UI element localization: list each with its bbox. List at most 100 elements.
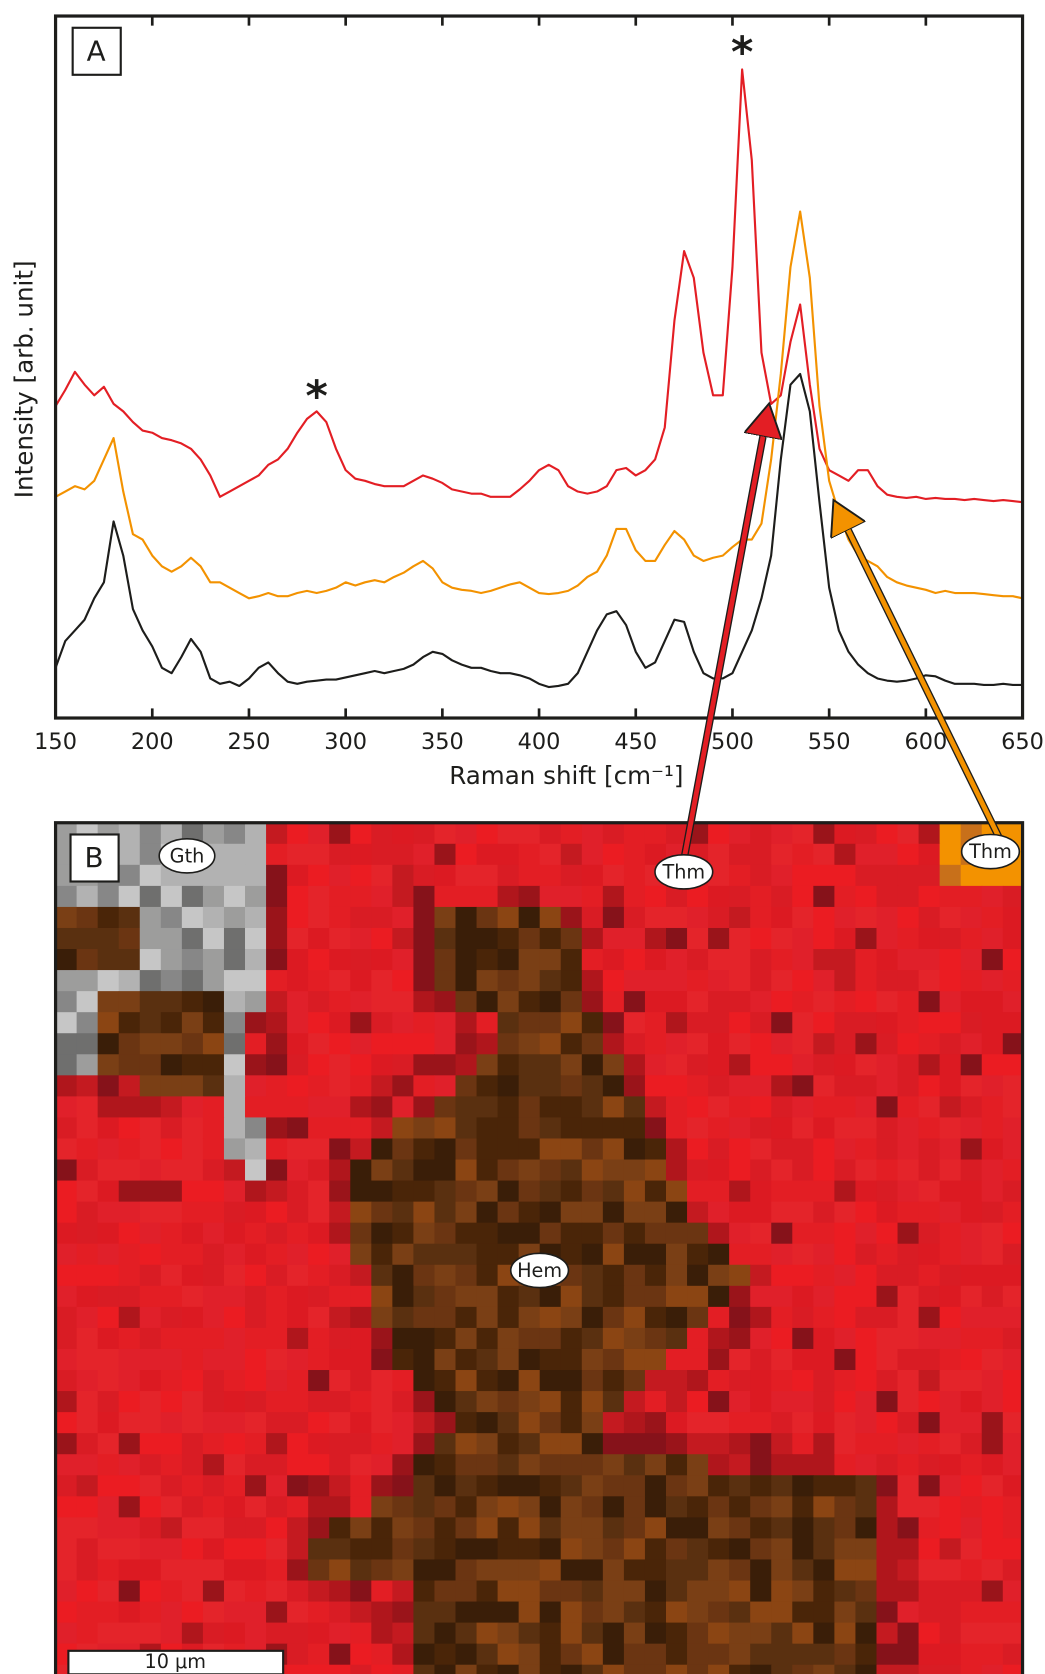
map-pixel xyxy=(434,843,457,866)
map-pixel xyxy=(602,1327,625,1350)
map-pixel xyxy=(1002,1475,1023,1497)
map-pixel xyxy=(813,927,835,950)
map-pixel xyxy=(181,1285,204,1308)
map-pixel xyxy=(708,1138,730,1161)
map-pixel xyxy=(708,949,730,971)
map-pixel xyxy=(76,1496,99,1518)
map-pixel xyxy=(687,991,709,1013)
map-pixel xyxy=(855,991,878,1013)
map-pixel xyxy=(287,1391,309,1413)
map-pixel xyxy=(623,1559,646,1582)
map-pixel xyxy=(413,1306,435,1329)
map-pixel xyxy=(834,1180,856,1203)
map-pixel xyxy=(455,1454,478,1476)
map-pixel xyxy=(665,1264,688,1287)
map-pixel xyxy=(223,1348,246,1371)
map-pixel xyxy=(771,1433,793,1455)
map-pixel xyxy=(350,1096,372,1118)
map-pixel xyxy=(644,1222,667,1245)
label-bubble xyxy=(158,837,216,874)
map-pixel xyxy=(434,1643,457,1666)
map-pixel xyxy=(834,1580,856,1603)
map-pixel xyxy=(476,906,499,929)
map-pixel xyxy=(897,1264,920,1287)
map-pixel xyxy=(55,1201,78,1224)
map-pixel xyxy=(350,1243,372,1266)
map-pixel xyxy=(497,1306,520,1329)
map-pixel xyxy=(1002,1517,1023,1539)
map-pixel xyxy=(202,1538,225,1560)
map-pixel xyxy=(139,1433,162,1455)
map-pixel xyxy=(202,1096,225,1118)
peak-marker: * xyxy=(731,28,753,78)
map-pixel xyxy=(539,927,562,950)
map-pixel xyxy=(497,1664,520,1674)
x-tick-label: 350 xyxy=(421,729,464,755)
map-pixel xyxy=(918,1117,941,1140)
map-pixel xyxy=(602,1643,625,1666)
map-pixel xyxy=(139,1054,162,1076)
map-pixel xyxy=(729,1306,751,1329)
map-pixel xyxy=(960,1243,983,1266)
map-pixel xyxy=(708,1180,730,1203)
map-pixel xyxy=(392,1412,414,1434)
map-pixel xyxy=(876,1559,899,1582)
map-pixel xyxy=(1002,1580,1023,1603)
map-pixel xyxy=(371,1391,393,1413)
map-pixel xyxy=(308,906,330,929)
map-pixel xyxy=(160,1601,183,1624)
map-pixel xyxy=(139,1538,162,1560)
map-pixel xyxy=(476,1580,499,1603)
map-pixel xyxy=(560,1117,583,1140)
map-pixel xyxy=(602,1180,625,1203)
map-pixel xyxy=(371,1033,393,1055)
map-pixel xyxy=(308,991,330,1013)
map-pixel xyxy=(202,1559,225,1582)
map-pixel xyxy=(350,822,372,845)
map-pixel xyxy=(771,1012,793,1034)
map-pixel xyxy=(876,885,899,908)
map-pixel xyxy=(687,1454,709,1476)
map-pixel xyxy=(644,1180,667,1203)
map-pixel xyxy=(202,1412,225,1434)
map-pixel xyxy=(202,1454,225,1476)
map-pixel xyxy=(160,991,183,1013)
map-pixel xyxy=(813,1222,835,1245)
panel-label-box xyxy=(69,833,120,883)
map-pixel xyxy=(97,927,120,950)
map-pixel xyxy=(476,1391,499,1413)
map-pixel xyxy=(729,1285,751,1308)
map-pixel xyxy=(413,927,435,950)
map-pixel xyxy=(455,1538,478,1560)
map-pixel xyxy=(623,1054,646,1076)
map-pixel xyxy=(76,1033,99,1055)
map-pixel xyxy=(708,1643,730,1666)
map-pixel xyxy=(97,1475,120,1497)
map-pixel xyxy=(771,1370,793,1392)
map-pixel xyxy=(287,1348,309,1371)
map-pixel xyxy=(139,1243,162,1266)
map-pixel xyxy=(308,1496,330,1518)
map-pixel xyxy=(750,1201,772,1224)
map-pixel xyxy=(771,1327,793,1350)
map-pixel xyxy=(455,1496,478,1518)
map-pixel xyxy=(266,1475,288,1497)
map-pixel xyxy=(329,1138,351,1161)
map-pixel xyxy=(76,1180,99,1203)
map-pixel xyxy=(413,1054,435,1076)
map-pixel xyxy=(476,1433,499,1455)
map-pixel xyxy=(181,1075,204,1097)
map-pixel xyxy=(876,906,899,929)
map-pixel xyxy=(981,1412,1004,1434)
map-pixel xyxy=(729,1117,751,1140)
map-pixel xyxy=(581,1496,604,1518)
map-pixel xyxy=(771,822,793,845)
map-pixel xyxy=(918,1370,941,1392)
map-pixel xyxy=(455,1201,478,1224)
map-pixel xyxy=(897,1412,920,1434)
map-pixel xyxy=(897,906,920,929)
map-pixel xyxy=(308,1433,330,1455)
map-pixel xyxy=(245,1012,267,1034)
map-pixel xyxy=(623,1243,646,1266)
map-pixel xyxy=(539,906,562,929)
